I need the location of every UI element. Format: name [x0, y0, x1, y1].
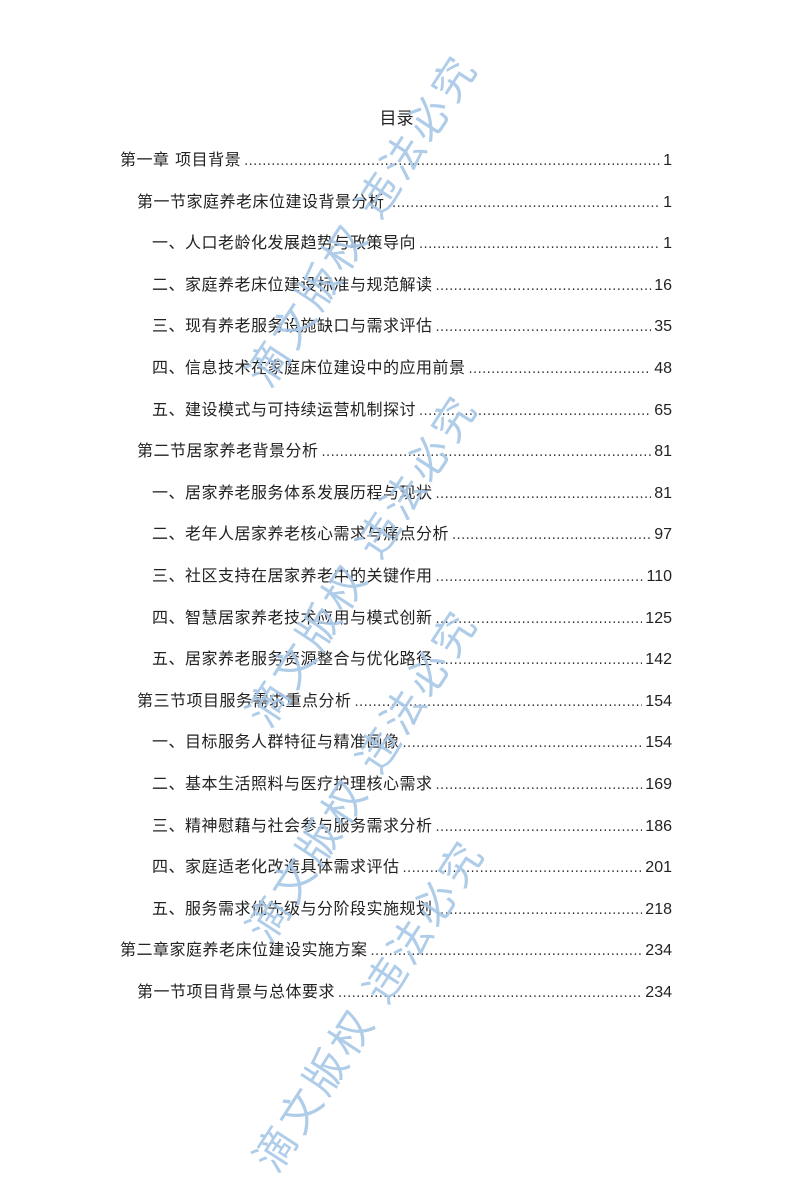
toc-entry[interactable]: 五、建设模式与可持续运营机制探讨 65: [152, 396, 672, 420]
dot-leader: [355, 695, 643, 710]
toc-entry-page: 1: [663, 152, 672, 169]
toc-entry-label: 第一章 项目背景: [120, 150, 242, 169]
toc-entry[interactable]: 二、基本生活照料与医疗护理核心需求 169: [152, 770, 672, 794]
toc-entry-page: 218: [645, 900, 672, 918]
dot-leader: [452, 528, 651, 543]
dot-leader: [436, 903, 643, 918]
dot-leader: [436, 820, 643, 835]
dot-leader: [436, 320, 652, 335]
toc-entry-label: 第三节项目服务需求重点分析: [137, 690, 352, 710]
toc-entry-label: 一、目标服务人群特征与精准画像: [152, 732, 400, 752]
dot-leader: [388, 196, 661, 211]
toc-entry-page: 234: [645, 984, 672, 1001]
toc-entry[interactable]: 第二节居家养老背景分析 81: [137, 437, 672, 461]
toc-entry-page: 48: [654, 360, 672, 377]
toc-entry-label: 一、居家养老服务体系发展历程与现状: [152, 482, 433, 502]
toc-entry-label: 四、家庭适老化改造具体需求评估: [152, 857, 400, 877]
toc-entry[interactable]: 第一节家庭养老床位建设背景分析 1: [137, 188, 672, 212]
toc-entry-page: 1: [663, 193, 672, 211]
toc-entry[interactable]: 四、智慧居家养老技术应用与模式创新 125: [152, 604, 672, 628]
toc-entry-page: 125: [645, 609, 672, 627]
toc-entry-page: 169: [645, 776, 672, 793]
dot-leader: [419, 404, 651, 419]
toc-title: 目录: [379, 109, 414, 129]
dot-leader: [403, 861, 643, 876]
toc-entry-label: 五、居家养老服务资源整合与优化路径: [152, 649, 433, 669]
dot-leader: [469, 362, 652, 377]
toc-entry-page: 186: [645, 817, 672, 835]
dot-leader: [322, 445, 652, 460]
dot-leader: [244, 154, 660, 169]
watermark: 滴文版权 违法必究: [236, 45, 488, 396]
toc-entry[interactable]: 五、服务需求优先级与分阶段实施规划 218: [152, 895, 672, 919]
dot-leader: [338, 986, 642, 1001]
toc-entry-label: 二、基本生活照料与医疗护理核心需求: [152, 774, 433, 793]
watermark: 滴文版权 违法必究: [236, 385, 488, 736]
watermark: 滴文版权 违法必究: [243, 830, 495, 1181]
toc-entry[interactable]: 第三节项目服务需求重点分析 154: [137, 687, 672, 711]
toc-entry[interactable]: 三、现有养老服务设施缺口与需求评估 35: [152, 312, 672, 336]
toc-entry[interactable]: 四、信息技术在家庭床位建设中的应用前景 48: [152, 354, 672, 378]
toc-entry-page: 234: [645, 942, 672, 960]
dot-leader: [371, 944, 643, 959]
toc-entry-label: 三、社区支持在居家养老中的关键作用: [152, 566, 433, 585]
toc-entry-label: 二、老年人居家养老核心需求与痛点分析: [152, 524, 450, 544]
toc-entry-label: 第一节项目背景与总体要求: [137, 982, 336, 1001]
toc-entry[interactable]: 四、家庭适老化改造具体需求评估 201: [152, 853, 672, 877]
toc-entry[interactable]: 三、社区支持在居家养老中的关键作用 110: [152, 562, 672, 586]
toc-entry-label: 五、服务需求优先级与分阶段实施规划: [152, 898, 433, 918]
toc-entry-label: 三、现有养老服务设施缺口与需求评估: [152, 316, 433, 336]
toc-entry-label: 第二章家庭养老床位建设实施方案: [120, 940, 368, 960]
toc-entry[interactable]: 五、居家养老服务资源整合与优化路径 142: [152, 645, 672, 669]
toc-entry-label: 四、智慧居家养老技术应用与模式创新: [152, 607, 433, 627]
toc-entry[interactable]: 第二章家庭养老床位建设实施方案 234: [120, 936, 672, 960]
dot-leader: [436, 612, 643, 627]
dot-leader: [436, 653, 643, 668]
toc-entry-label: 一、人口老龄化发展趋势与政策导向: [152, 233, 417, 253]
toc-entry-page: 81: [654, 484, 672, 502]
toc-entry[interactable]: 一、人口老龄化发展趋势与政策导向 1: [152, 229, 672, 253]
toc-entry[interactable]: 一、居家养老服务体系发展历程与现状 81: [152, 479, 672, 503]
toc-entry[interactable]: 三、精神慰藉与社会参与服务需求分析 186: [152, 812, 672, 836]
toc-entry-page: 142: [645, 651, 672, 669]
dot-leader: [436, 279, 652, 294]
toc-entry-page: 1: [663, 235, 672, 253]
toc-entry-page: 154: [645, 734, 672, 752]
dot-leader: [436, 778, 643, 793]
toc-entry-label: 四、信息技术在家庭床位建设中的应用前景: [152, 358, 466, 377]
dot-leader: [436, 570, 644, 585]
toc-entry[interactable]: 二、家庭养老床位建设标准与规范解读 16: [152, 271, 672, 295]
dot-leader: [436, 487, 652, 502]
toc-entry[interactable]: 第一章 项目背景 1: [120, 146, 672, 170]
toc-entry-page: 110: [646, 568, 672, 585]
toc-entry-label: 第二节居家养老背景分析: [137, 441, 319, 461]
toc-entry-page: 81: [654, 443, 672, 461]
toc-entry[interactable]: 一、目标服务人群特征与精准画像 154: [152, 728, 672, 752]
dot-leader: [419, 237, 660, 252]
toc-entry[interactable]: 第一节项目背景与总体要求 234: [137, 978, 672, 1002]
toc-entry-label: 二、家庭养老床位建设标准与规范解读: [152, 274, 433, 294]
toc-entry-page: 201: [645, 859, 672, 877]
toc-entry-page: 35: [654, 318, 672, 336]
toc-entry-page: 16: [654, 276, 672, 294]
toc-entry-label: 三、精神慰藉与社会参与服务需求分析: [152, 815, 433, 835]
toc-entry[interactable]: 二、老年人居家养老核心需求与痛点分析 97: [152, 520, 672, 544]
toc-entry-page: 65: [654, 401, 672, 419]
dot-leader: [403, 736, 643, 751]
toc-entry-page: 97: [654, 526, 672, 544]
toc-entry-label: 第一节家庭养老床位建设背景分析: [137, 191, 385, 211]
toc-entry-label: 五、建设模式与可持续运营机制探讨: [152, 399, 417, 419]
toc-entry-page: 154: [645, 692, 672, 710]
